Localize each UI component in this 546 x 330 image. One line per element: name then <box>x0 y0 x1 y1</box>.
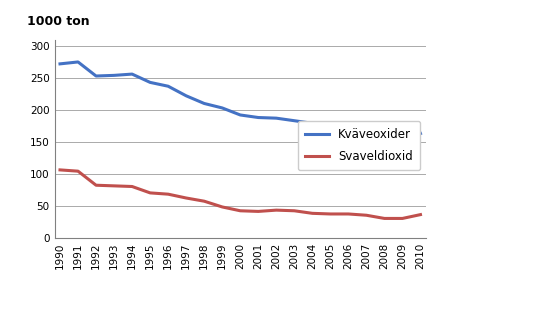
Kväveoxider <box>183 94 189 98</box>
Svaveldioxid <box>129 184 135 188</box>
Kväveoxider <box>309 121 316 125</box>
Svaveldioxid <box>165 192 171 196</box>
Kväveoxider <box>417 132 424 136</box>
Line: Svaveldioxid: Svaveldioxid <box>60 170 420 218</box>
Kväveoxider <box>165 84 171 88</box>
Kväveoxider <box>381 137 388 141</box>
Kväveoxider <box>147 81 153 84</box>
Kväveoxider <box>75 60 81 64</box>
Kväveoxider <box>363 126 370 130</box>
Kväveoxider <box>255 115 262 119</box>
Svaveldioxid <box>273 208 280 212</box>
Kväveoxider <box>201 102 207 106</box>
Kväveoxider <box>327 123 334 127</box>
Svaveldioxid <box>255 210 262 214</box>
Svaveldioxid <box>183 196 189 200</box>
Svaveldioxid <box>93 183 99 187</box>
Kväveoxider <box>399 138 406 142</box>
Kväveoxider <box>291 119 298 123</box>
Kväveoxider <box>237 113 244 117</box>
Svaveldioxid <box>111 184 117 188</box>
Svaveldioxid <box>291 209 298 213</box>
Kväveoxider <box>111 73 117 77</box>
Svaveldioxid <box>147 191 153 195</box>
Svaveldioxid <box>201 199 207 203</box>
Svaveldioxid <box>57 168 63 172</box>
Text: 1000 ton: 1000 ton <box>27 15 90 28</box>
Svaveldioxid <box>219 205 225 209</box>
Legend: Kväveoxider, Svaveldioxid: Kväveoxider, Svaveldioxid <box>298 121 420 170</box>
Kväveoxider <box>219 106 225 110</box>
Svaveldioxid <box>309 211 316 215</box>
Svaveldioxid <box>345 212 352 216</box>
Svaveldioxid <box>75 169 81 173</box>
Kväveoxider <box>129 72 135 76</box>
Svaveldioxid <box>237 209 244 213</box>
Kväveoxider <box>273 116 280 120</box>
Kväveoxider <box>93 74 99 78</box>
Line: Kväveoxider: Kväveoxider <box>60 62 420 140</box>
Svaveldioxid <box>381 216 388 220</box>
Svaveldioxid <box>399 216 406 220</box>
Svaveldioxid <box>363 213 370 217</box>
Svaveldioxid <box>327 212 334 216</box>
Svaveldioxid <box>417 213 424 216</box>
Kväveoxider <box>345 124 352 128</box>
Kväveoxider <box>57 62 63 66</box>
